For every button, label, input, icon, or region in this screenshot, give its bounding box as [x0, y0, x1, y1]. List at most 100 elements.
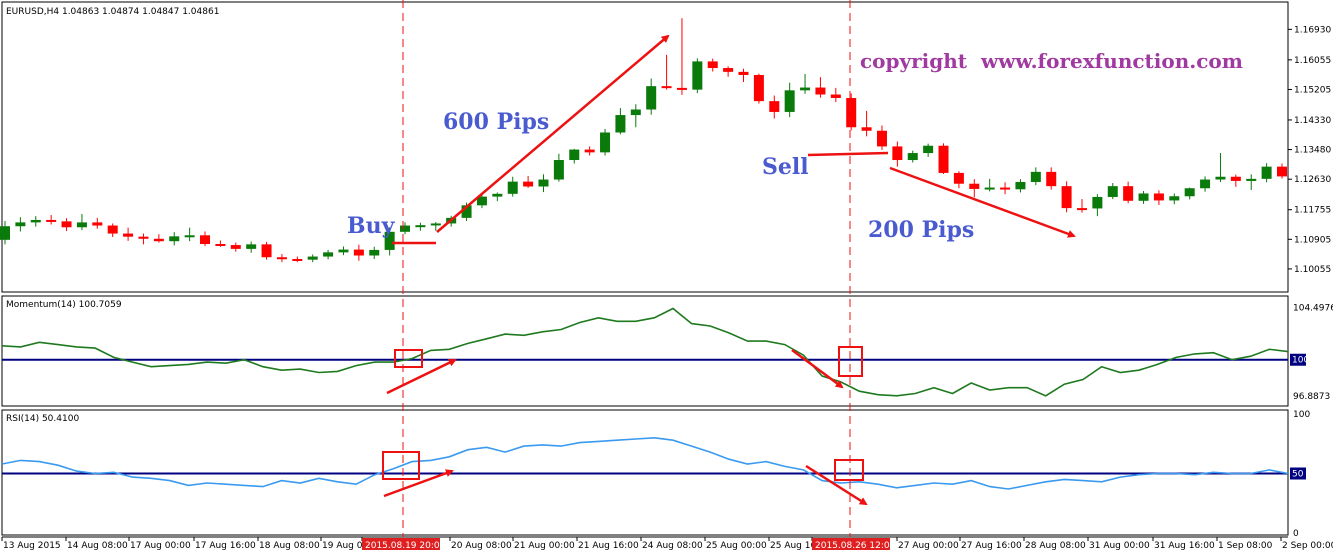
candle-body	[723, 68, 734, 72]
rsi-buy-arrow	[383, 469, 454, 498]
candle-body	[353, 249, 364, 256]
time-tick-label: 17 Aug 16:00	[195, 541, 256, 551]
level-badge	[1290, 467, 1306, 480]
candle-body	[1138, 193, 1149, 201]
candle-body	[230, 245, 241, 249]
time-tick-label: 21 Aug 00:00	[514, 541, 575, 551]
annotation-buy: Buy	[347, 213, 396, 239]
price-tick-label: 1.16930	[1294, 25, 1331, 35]
arrow-600-pips-up	[436, 34, 670, 233]
price-tick-label: 1.12630	[1294, 175, 1331, 185]
indicator-tick-label: 104.4976	[1293, 303, 1333, 313]
candle-body	[1046, 171, 1057, 187]
time-highlight-badge	[362, 538, 440, 550]
candle-body	[830, 94, 841, 98]
price-y-axis: 1.16930 1.16055 1.15205 1.14330 1.13480 1.126…	[1288, 25, 1331, 275]
momentum-buy-arrow	[386, 358, 457, 395]
candle-body	[492, 193, 503, 197]
candle-body	[523, 181, 534, 187]
panel-frames	[1, 1, 1289, 536]
time-tick-label: 25 Aug 16	[770, 541, 816, 551]
annotation-600-pips: 600 Pips	[443, 109, 549, 135]
time-tick-label: 19 Aug 00	[322, 541, 368, 551]
time-tick-label: 17 Aug 00:00	[130, 541, 191, 551]
candle-body	[815, 87, 826, 95]
candle-body	[938, 145, 949, 173]
price-tick-label: 1.13480	[1294, 146, 1331, 156]
candle-body	[738, 71, 749, 75]
candle-body	[307, 256, 318, 260]
candle-body	[138, 236, 149, 239]
candle-body	[707, 61, 718, 69]
time-tick-label: 31 Aug 00:00	[1089, 541, 1150, 551]
candle-body	[153, 238, 164, 242]
candle-body	[1215, 176, 1226, 180]
indicator-tick-label: 96.8873	[1293, 392, 1330, 402]
candle-body	[430, 223, 441, 226]
candle-body	[692, 61, 703, 90]
candle-body	[400, 225, 411, 232]
price-tick-label: 1.15205	[1294, 85, 1331, 95]
candle-body	[384, 231, 395, 250]
candle-body	[615, 115, 626, 133]
rsi-title: RSI(14) 50.4100	[6, 414, 79, 424]
indicator-series-line	[1, 307, 1289, 397]
candle-body	[1261, 166, 1272, 179]
candle-body	[753, 74, 764, 102]
rsi-line	[1, 436, 1289, 490]
candle-body	[876, 130, 887, 147]
price-tick-label: 1.11755	[1294, 206, 1331, 216]
time-highlight-label: 2015.08.26 12:00	[815, 541, 896, 551]
time-tick-label: 24 Aug 08:00	[642, 541, 703, 551]
time-tick-label: 27 Aug 16:00	[961, 541, 1022, 551]
momentum-buy-box	[394, 349, 423, 368]
candle-body	[676, 87, 687, 90]
candle-body	[92, 222, 103, 226]
candle-body	[369, 249, 380, 256]
candle-body	[276, 257, 287, 260]
candle-body	[538, 179, 549, 187]
annotation-sell: Sell	[762, 154, 809, 180]
indicator-series-line	[1, 436, 1289, 490]
candle-body	[969, 183, 980, 189]
rsi-y-axis: 10050050	[1290, 410, 1310, 539]
time-tick-label: 25 Aug 00:00	[706, 541, 767, 551]
rsi-sell-arrow	[805, 464, 868, 506]
momentum-sell-box	[838, 346, 863, 377]
level-badge	[1290, 353, 1306, 366]
candle-body	[1200, 179, 1211, 189]
candle-body	[1184, 188, 1195, 197]
time-highlight-label: 2015.08.19 20:00	[365, 541, 446, 551]
momentum-y-axis: 104.4976 96.8873 100	[1290, 303, 1333, 402]
candle-body	[1030, 171, 1041, 182]
time-tick-label: 27 Aug 00:00	[898, 541, 959, 551]
candle-body	[184, 235, 195, 238]
candle-body	[584, 149, 595, 153]
candle-body	[1092, 196, 1103, 209]
time-tick-label: 1 Sep 08:00	[1218, 541, 1273, 551]
candle-body	[200, 235, 211, 245]
candle-body	[215, 244, 226, 247]
panel-frame-price	[1, 1, 1289, 293]
candle-body	[0, 226, 10, 240]
candle-body	[892, 146, 903, 161]
time-tick-label: 14 Aug 08:00	[67, 541, 128, 551]
candle-body	[123, 233, 134, 237]
time-tick-label: 28 Aug 08:00	[1025, 541, 1086, 551]
time-tick-label: 20 Aug 08:00	[451, 541, 512, 551]
candle-body	[30, 219, 41, 223]
candle-body	[1123, 186, 1134, 201]
candle-body	[246, 244, 257, 249]
candle-body	[338, 249, 349, 253]
price-title: EURUSD,H4 1.04863 1.04874 1.04847 1.0486…	[6, 7, 219, 17]
candle-body	[107, 225, 118, 234]
price-tick-label: 1.16055	[1294, 56, 1331, 66]
candle-body	[415, 225, 426, 228]
indicator-tick-label: 0	[1293, 529, 1299, 539]
candle-body	[76, 222, 87, 228]
annotation-200-pips: 200 Pips	[868, 217, 974, 243]
sell-entry-line	[807, 151, 889, 157]
price-tick-label: 1.10055	[1294, 265, 1331, 275]
candle-body	[461, 205, 472, 218]
time-tick-label: 31 Aug 16:00	[1154, 541, 1215, 551]
